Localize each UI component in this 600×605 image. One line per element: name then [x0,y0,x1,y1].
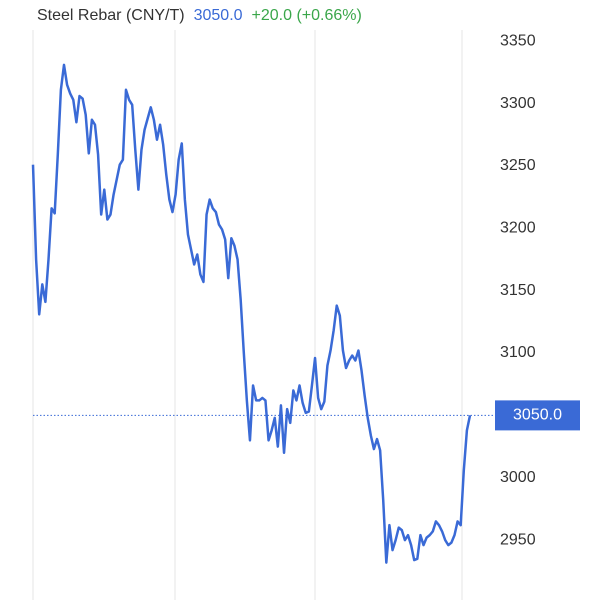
instrument-name: Steel Rebar (CNY/T) [37,7,185,24]
y-tick-label: 3200 [500,219,536,236]
price-tag-label: 3050.0 [513,407,562,424]
change: +20.0 (+0.66%) [252,7,362,24]
header-bg [0,0,600,30]
y-tick-label: 3300 [500,95,536,112]
y-tick-label: 3000 [500,469,536,486]
price: 3050.0 [194,7,243,24]
y-tick-label: 3100 [500,344,536,361]
vertical-grid [32,0,463,600]
header: Steel Rebar (CNY/T) 3050.0 +20.0 (+0.66%… [37,7,362,24]
y-tick-label: 3350 [500,32,536,49]
price-line [31,63,472,564]
price-tag [495,400,580,431]
y-tick-label: 3250 [500,157,536,174]
y-tick-label: 3150 [500,282,536,299]
y-tick-label: 2950 [500,531,536,548]
